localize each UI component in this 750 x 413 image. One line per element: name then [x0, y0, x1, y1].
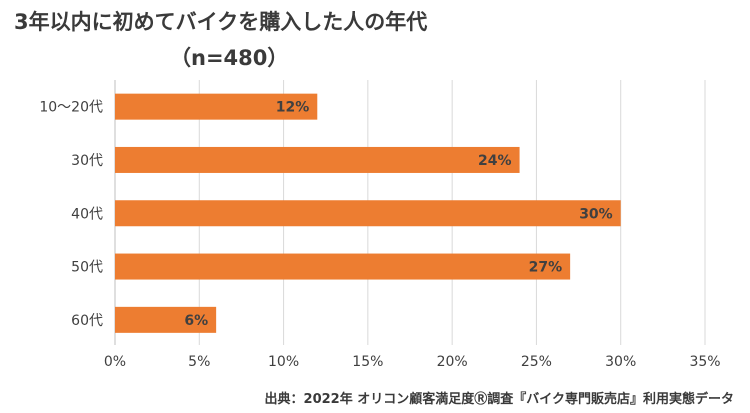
x-tick-label: 25% — [521, 354, 552, 370]
category-label: 40代 — [71, 206, 103, 222]
x-tick-labels: 0% 5% 10% 15% 20% 25% 30% 35% — [104, 354, 721, 370]
x-tick-label: 5% — [188, 354, 210, 370]
x-tick-label: 10% — [268, 354, 299, 370]
x-tick-label: 0% — [104, 354, 126, 370]
bar — [115, 253, 571, 280]
data-labels: 12% 24% 30% 27% 6% — [184, 100, 612, 329]
category-label: 30代 — [71, 153, 103, 169]
data-label: 24% — [478, 153, 512, 169]
x-tick-label: 30% — [605, 354, 636, 370]
chart-subtitle: （n=480） — [170, 46, 289, 70]
category-label: 50代 — [71, 260, 103, 276]
source-note: 出典：2022年 オリコン顧客満足度Ⓡ調査『バイク専門販売店』利用実態データ — [264, 392, 734, 407]
bar — [115, 306, 217, 333]
data-label: 30% — [579, 206, 613, 222]
chart-title: 3年以内に初めてバイクを購入した人の年代 — [14, 10, 428, 34]
data-label: 6% — [184, 313, 208, 329]
category-label: 60代 — [71, 313, 103, 329]
category-label: 10～20代 — [39, 100, 103, 116]
bar — [115, 200, 621, 227]
bars — [115, 93, 621, 333]
x-tick-label: 20% — [437, 354, 468, 370]
bar — [115, 146, 520, 173]
x-tick-label: 35% — [689, 354, 720, 370]
bar — [115, 93, 318, 120]
data-label: 12% — [276, 100, 310, 116]
data-label: 27% — [529, 260, 563, 276]
category-labels: 10～20代 30代 40代 50代 60代 — [39, 100, 103, 329]
x-tick-label: 15% — [352, 354, 383, 370]
